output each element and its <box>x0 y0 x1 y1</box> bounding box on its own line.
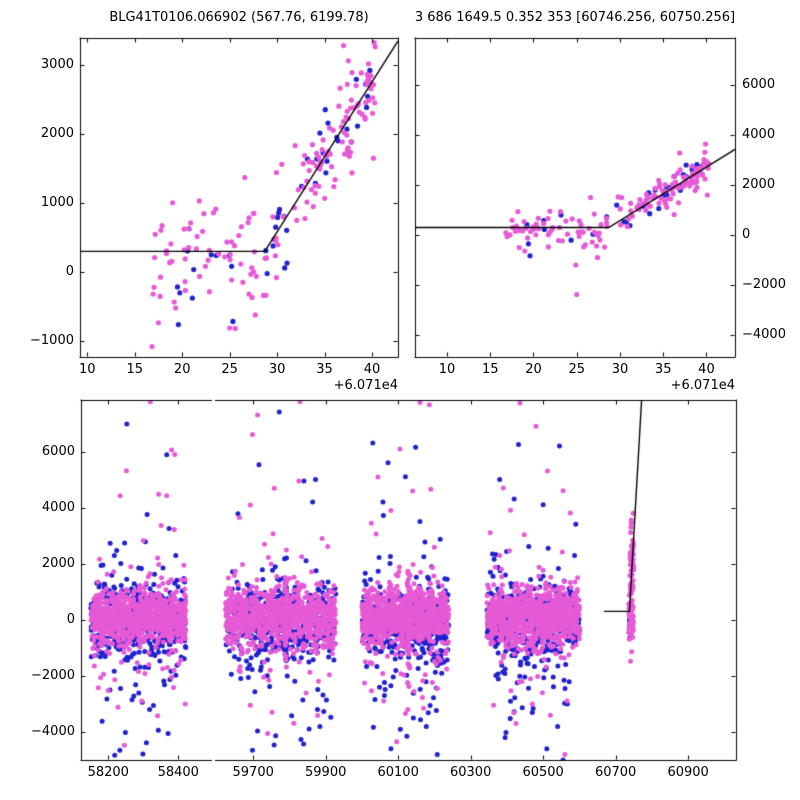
y-tick-label: 2000 <box>40 125 74 141</box>
x-tick-label: 40 <box>698 362 715 377</box>
x-tick-label: 30 <box>611 362 629 377</box>
y-tick-label: 0 <box>66 611 75 627</box>
y-tick-label: 3000 <box>40 56 74 72</box>
y-tick-label: 6000 <box>41 443 75 459</box>
x-tick-label: 60900 <box>667 765 709 780</box>
x-tick-label: 10 <box>438 362 456 377</box>
left-plot-title: BLG41T0106.066902 (567.76, 6199.78) <box>109 10 369 25</box>
x-tick-label: 59700 <box>232 765 274 780</box>
y-tick-label: 0 <box>65 264 74 280</box>
x-tick-label: 20 <box>525 362 542 377</box>
x-tick-label: 30 <box>268 362 286 377</box>
y-tick-label: 4000 <box>41 499 75 515</box>
right-plot-title: 3 686 1649.5 0.352 353 [60746.256, 60750… <box>414 10 736 25</box>
y-tick-label: −4000 <box>742 327 786 342</box>
x-axis-offset-label: +6.071e4 <box>333 378 398 393</box>
y-tick-label: −2000 <box>742 277 786 292</box>
x-tick-label: 10 <box>79 362 96 377</box>
y-tick-label: 4000 <box>742 127 776 142</box>
x-tick-label: 59900 <box>305 765 347 780</box>
y-tick-label: −4000 <box>31 723 75 739</box>
x-tick-label: 20 <box>173 362 191 377</box>
x-tick-label: 40 <box>363 362 381 377</box>
x-tick-label: 25 <box>568 362 585 377</box>
x-tick-label: 15 <box>481 362 499 377</box>
y-tick-label: −2000 <box>31 667 75 683</box>
x-tick-label: 58400 <box>157 765 199 780</box>
x-tick-label: 58200 <box>87 765 129 780</box>
y-tick-label: 6000 <box>742 77 776 92</box>
y-tick-label: −1000 <box>30 333 74 349</box>
x-tick-label: 35 <box>316 362 333 377</box>
y-tick-label: 2000 <box>742 177 776 192</box>
x-tick-label: 25 <box>221 362 238 377</box>
y-tick-label: 0 <box>742 227 751 242</box>
x-tick-label: 35 <box>654 362 672 377</box>
x-tick-label: 60100 <box>377 765 419 780</box>
x-tick-label: 60300 <box>449 765 492 780</box>
x-tick-label: 15 <box>126 362 144 377</box>
x-tick-label: 60700 <box>594 765 637 780</box>
x-axis-offset-label: +6.071e4 <box>670 378 735 393</box>
y-tick-label: 2000 <box>41 555 75 571</box>
x-tick-label: 60500 <box>522 765 564 780</box>
y-tick-label: 1000 <box>40 195 74 211</box>
